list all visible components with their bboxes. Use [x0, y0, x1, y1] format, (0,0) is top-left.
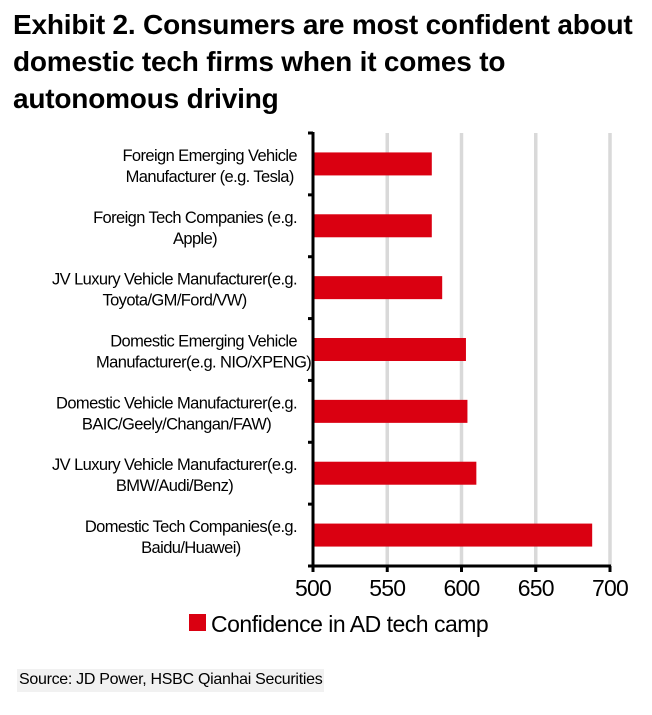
category-label-line: Domestic Tech Companies(e.g. — [85, 518, 297, 536]
category-label-line: JV Luxury Vehicle Manufacturer(e.g. — [52, 271, 297, 289]
x-tick-label: 550 — [369, 575, 405, 601]
x-tick-label: 600 — [444, 575, 480, 601]
chart-title: Exhibit 2. Consumers are most confident … — [13, 9, 633, 114]
x-tick-label: 650 — [518, 575, 554, 601]
category-label: Foreign Tech Companies (e.g. Apple) — [93, 209, 297, 248]
category-label: Domestic Tech Companies(e.g. Baidu/Huawei… — [85, 518, 297, 557]
bar — [313, 338, 466, 361]
category-label-line: Foreign Emerging Vehicle — [122, 147, 297, 165]
category-label-line: Domestic Emerging Vehicle — [110, 333, 297, 351]
bar — [313, 399, 468, 423]
x-tick-label: 700 — [592, 575, 628, 601]
category-label-line: Foreign Tech Companies (e.g. — [93, 209, 297, 227]
category-label-line: Baidu/Huawei) — [141, 539, 241, 557]
legend-swatch — [189, 614, 206, 631]
category-label-line: Toyota/GM/Ford/VW) — [102, 292, 246, 310]
category-label: Foreign Emerging Vehicle Manufacturer (e.… — [122, 147, 297, 186]
category-label-line: Manufacturer(e.g. NIO/XPENG) — [96, 354, 311, 372]
bar — [313, 461, 477, 485]
bar — [313, 214, 432, 238]
category-label-line: JV Luxury Vehicle Manufacturer(e.g. — [52, 456, 297, 474]
category-label-line: Domestic Vehicle Manufacturer(e.g. — [56, 394, 297, 412]
category-label-line: Manufacturer (e.g. Tesla) — [126, 168, 294, 186]
category-label-line: Apple) — [173, 230, 217, 248]
category-label: Domestic Vehicle Manufacturer(e.g. BAIC/G… — [56, 394, 297, 433]
bar — [313, 276, 443, 300]
category-label: JV Luxury Vehicle Manufacturer(e.g. Toyot… — [52, 271, 297, 310]
category-label-line: BMW/Audi/Benz) — [116, 477, 233, 495]
category-label: JV Luxury Vehicle Manufacturer(e.g. BMW/A… — [52, 456, 297, 495]
source-note: Source: JD Power, HSBC Qianhai Securitie… — [17, 669, 325, 692]
bar — [313, 152, 432, 176]
bar — [313, 523, 593, 547]
category-label-line: BAIC/Geely/Changan/FAW) — [82, 415, 271, 433]
x-tick-label: 500 — [295, 575, 331, 601]
category-label: Domestic Emerging Vehicle Manufacturer(e.… — [96, 333, 311, 372]
bar-chart: 500 550 600 650 700 Foreign Emerging Vehicle M… — [52, 131, 629, 637]
legend-label: Confidence in AD tech camp — [211, 611, 488, 637]
